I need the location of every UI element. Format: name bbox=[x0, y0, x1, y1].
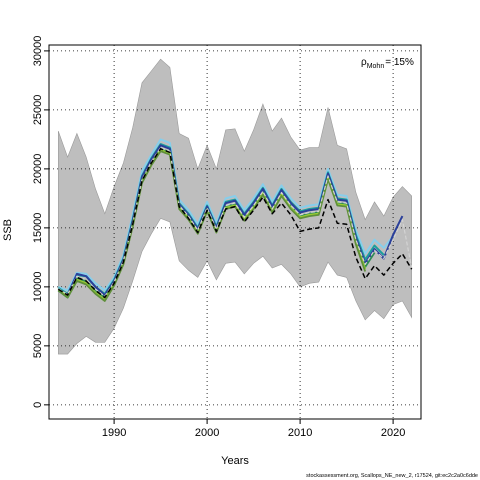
x-axis-label: Years bbox=[221, 455, 249, 467]
rho-subscript: Mohn bbox=[367, 63, 385, 70]
x-tick-label: 2020 bbox=[381, 427, 405, 439]
rho-symbol: ρ bbox=[361, 57, 367, 68]
series-line-8 bbox=[57, 148, 413, 299]
y-tick-label: 5000 bbox=[32, 334, 44, 358]
y-tick-label: 30000 bbox=[32, 36, 44, 67]
y-axis-label: SSB bbox=[2, 219, 14, 241]
x-axis: 1990 2000 2010 2020 bbox=[102, 419, 405, 439]
x-tick-label: 2010 bbox=[288, 427, 312, 439]
x-tick-label: 1990 bbox=[102, 427, 126, 439]
y-tick-label: 20000 bbox=[32, 154, 44, 185]
y-tick-label: 0 bbox=[32, 402, 44, 408]
source-text: stockassessment.org, Scallops_NE_new_2, … bbox=[306, 473, 478, 479]
x-tick-label: 2000 bbox=[195, 427, 219, 439]
y-tick-label: 25000 bbox=[32, 95, 44, 126]
rho-value: = 15% bbox=[385, 57, 414, 68]
y-tick-label: 10000 bbox=[32, 272, 44, 303]
y-axis: 0 5000 10000 15000 20000 25000 30000 bbox=[32, 36, 49, 408]
series-lines bbox=[57, 138, 413, 302]
y-tick-label: 15000 bbox=[32, 213, 44, 244]
plot-frame bbox=[48, 44, 422, 420]
mohn-rho-annotation: ρMohn= 15% bbox=[361, 57, 414, 70]
